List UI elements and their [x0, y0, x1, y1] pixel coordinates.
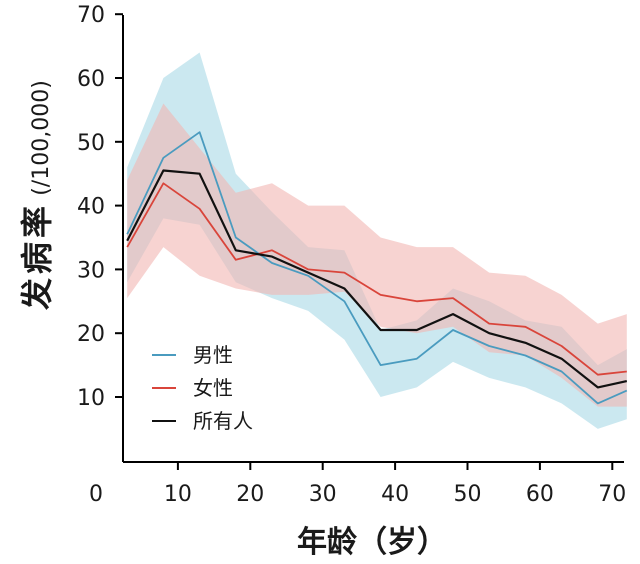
- legend-item-all-label: 所有人: [193, 409, 253, 433]
- x-tick-label: 40: [381, 482, 409, 507]
- legend-item-male-label: 男性: [193, 343, 233, 367]
- all-line: [126, 169, 628, 389]
- confidence-bands: [127, 52, 627, 429]
- male-line: [126, 131, 628, 405]
- y-axis-title-group: 发病率 (/100,000): [18, 80, 56, 310]
- y-tick-label: 30: [77, 258, 105, 283]
- x-tick-label: 50: [454, 482, 482, 507]
- legend-item-female-label: 女性: [193, 376, 233, 400]
- y-tick-label: 60: [77, 67, 105, 92]
- x-tick-label: 60: [526, 482, 554, 507]
- y-tick-label: 10: [77, 386, 105, 411]
- x-tick-label: 70: [598, 482, 626, 507]
- y-tick-label: 20: [77, 322, 105, 347]
- female-line: [126, 182, 627, 376]
- x-tick-label: 0: [89, 482, 103, 507]
- x-tick-label: 10: [164, 482, 192, 507]
- series-lines: [126, 131, 628, 405]
- x-axis-title: 年龄（岁）: [297, 525, 447, 560]
- axes: 10 20 30 40 50 60 70 0 10 20 30 40 50 60 70: [77, 3, 626, 507]
- y-tick-label: 70: [77, 3, 105, 28]
- y-tick-label: 40: [77, 195, 105, 220]
- x-tick-label: 30: [309, 482, 337, 507]
- y-tick-label: 50: [77, 131, 105, 156]
- y-axis-title: 发病率: [18, 202, 56, 310]
- y-axis-unit: (/100,000): [29, 80, 54, 196]
- x-tick-label: 20: [236, 482, 264, 507]
- female-confidence-band: [127, 103, 627, 407]
